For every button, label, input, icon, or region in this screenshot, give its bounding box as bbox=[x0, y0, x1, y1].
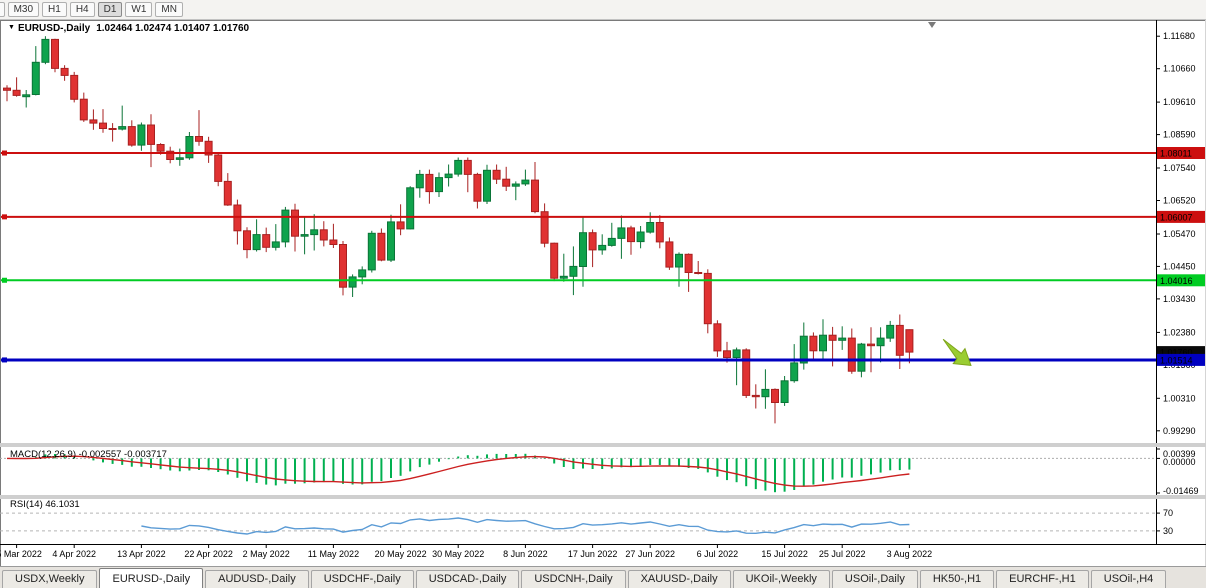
ohlc-readout: 1.02464 1.02474 1.01407 1.01760 bbox=[96, 23, 250, 34]
price-axis[interactable]: 1.11680 1.10660 1.09610 1.08590 1.07540 1.065… bbox=[1156, 31, 1205, 436]
tab-eurusd-daily[interactable]: EURUSD-,Daily bbox=[99, 568, 204, 588]
svg-text:1.04016: 1.04016 bbox=[1160, 276, 1193, 286]
chart-window: 0.00399 0.00000 -0.01469 70 30 1.11680 1.106… bbox=[0, 20, 1206, 566]
panel-splitter-rsi[interactable] bbox=[0, 495, 1206, 499]
timeframe-button-h1[interactable]: H1 bbox=[42, 2, 67, 17]
svg-text:3 Aug 2022: 3 Aug 2022 bbox=[887, 549, 933, 559]
chart-title: ▼ EURUSD-,Daily 1.02464 1.02474 1.01407 1.… bbox=[8, 23, 249, 34]
svg-text:1.03430: 1.03430 bbox=[1163, 294, 1196, 304]
tab-usdcad-daily[interactable]: USDCAD-,Daily bbox=[415, 570, 520, 588]
candles-group bbox=[3, 36, 914, 424]
tab-ukoil-weekly[interactable]: UKOil-,Weekly bbox=[732, 570, 830, 588]
tab-hk50-h1[interactable]: HK50-,H1 bbox=[919, 570, 995, 588]
tab-usoil-daily[interactable]: USOil-,Daily bbox=[831, 570, 918, 588]
tab-usoil-h4[interactable]: USOil-,H4 bbox=[1090, 570, 1167, 588]
svg-text:27 Jun 2022: 27 Jun 2022 bbox=[625, 549, 675, 559]
timeframe-button-mn[interactable]: MN bbox=[155, 2, 183, 17]
svg-text:1.02380: 1.02380 bbox=[1163, 327, 1196, 337]
date-axis[interactable]: 25 Mar 2022 4 Apr 2022 13 Apr 2022 22 Apr 2… bbox=[0, 544, 932, 559]
svg-text:1.11680: 1.11680 bbox=[1163, 31, 1195, 41]
svg-text:30 May 2022: 30 May 2022 bbox=[432, 549, 484, 559]
rsi-label: RSI(14) 46.1031 bbox=[10, 499, 80, 510]
svg-text:1.10660: 1.10660 bbox=[1163, 64, 1196, 74]
svg-text:13 Apr 2022: 13 Apr 2022 bbox=[117, 549, 166, 559]
svg-text:1.06007: 1.06007 bbox=[1160, 212, 1193, 222]
svg-text:0.99290: 0.99290 bbox=[1163, 426, 1196, 436]
svg-text:25 Jul 2022: 25 Jul 2022 bbox=[819, 549, 866, 559]
chart-tabbar: USDX,Weekly EURUSD-,Daily AUDUSD-,Daily USD… bbox=[0, 566, 1206, 588]
timeframe-button-m30[interactable]: M30 bbox=[7, 2, 40, 17]
horizontal-level-lines[interactable] bbox=[1, 150, 1156, 363]
svg-text:-0.01469: -0.01469 bbox=[1163, 486, 1199, 496]
timeframe-toolbar: 5M30H1H4D1W1MN bbox=[0, 0, 1206, 20]
shift-marker-icon bbox=[928, 22, 936, 28]
timeframe-button-h4[interactable]: H4 bbox=[69, 2, 95, 17]
tab-audusd-daily[interactable]: AUDUSD-,Daily bbox=[205, 570, 309, 588]
svg-text:17 Jun 2022: 17 Jun 2022 bbox=[568, 549, 618, 559]
timeframe-button-d1[interactable]: D1 bbox=[97, 2, 123, 17]
timeframe-button-w1[interactable]: W1 bbox=[125, 2, 153, 17]
svg-text:2 May 2022: 2 May 2022 bbox=[243, 549, 290, 559]
tab-eurchf-h1[interactable]: EURCHF-,H1 bbox=[996, 570, 1089, 588]
rsi-panel: 70 30 bbox=[0, 508, 1173, 536]
svg-text:70: 70 bbox=[1163, 508, 1173, 518]
chart-symbol-label: EURUSD-,Daily bbox=[17, 23, 91, 34]
svg-text:15 Jul 2022: 15 Jul 2022 bbox=[761, 549, 808, 559]
tab-usdx-weekly[interactable]: USDX,Weekly bbox=[2, 570, 98, 588]
svg-text:30: 30 bbox=[1163, 526, 1173, 536]
svg-text:1.07540: 1.07540 bbox=[1163, 163, 1196, 173]
svg-text:0.00399: 0.00399 bbox=[1163, 449, 1196, 459]
svg-text:1.01514: 1.01514 bbox=[1160, 355, 1193, 365]
tab-usdcnh-daily[interactable]: USDCNH-,Daily bbox=[521, 570, 626, 588]
symbol-marker-icon: ▼ bbox=[8, 24, 15, 31]
timeframe-button-5[interactable]: 5 bbox=[0, 2, 5, 17]
tab-usdchf-daily[interactable]: USDCHF-,Daily bbox=[310, 570, 414, 588]
svg-text:22 Apr 2022: 22 Apr 2022 bbox=[184, 549, 233, 559]
svg-text:25 Mar 2022: 25 Mar 2022 bbox=[0, 549, 42, 559]
svg-text:4 Apr 2022: 4 Apr 2022 bbox=[52, 549, 96, 559]
svg-text:1.09610: 1.09610 bbox=[1163, 97, 1196, 107]
macd-label: MACD(12,26,9) -0.002557 -0.003717 bbox=[10, 449, 167, 460]
chart-borders bbox=[0, 20, 1206, 566]
down-arrow-object[interactable] bbox=[935, 335, 977, 373]
svg-text:8 Jun 2022: 8 Jun 2022 bbox=[503, 549, 548, 559]
svg-text:1.08011: 1.08011 bbox=[1160, 149, 1192, 159]
svg-text:1.00310: 1.00310 bbox=[1163, 393, 1196, 403]
svg-text:6 Jul 2022: 6 Jul 2022 bbox=[697, 549, 739, 559]
svg-text:1.05470: 1.05470 bbox=[1163, 229, 1196, 239]
svg-text:0.00000: 0.00000 bbox=[1163, 457, 1196, 467]
svg-text:1.06520: 1.06520 bbox=[1163, 196, 1196, 206]
svg-text:11 May 2022: 11 May 2022 bbox=[308, 549, 359, 559]
svg-text:1.08590: 1.08590 bbox=[1163, 130, 1196, 140]
svg-text:20 May 2022: 20 May 2022 bbox=[375, 549, 427, 559]
svg-text:1.01760: 1.01760 bbox=[1160, 348, 1193, 358]
panel-splitter-macd[interactable] bbox=[0, 443, 1206, 447]
svg-text:1.04450: 1.04450 bbox=[1163, 261, 1196, 271]
tab-xauusd-daily[interactable]: XAUUSD-,Daily bbox=[627, 570, 731, 588]
